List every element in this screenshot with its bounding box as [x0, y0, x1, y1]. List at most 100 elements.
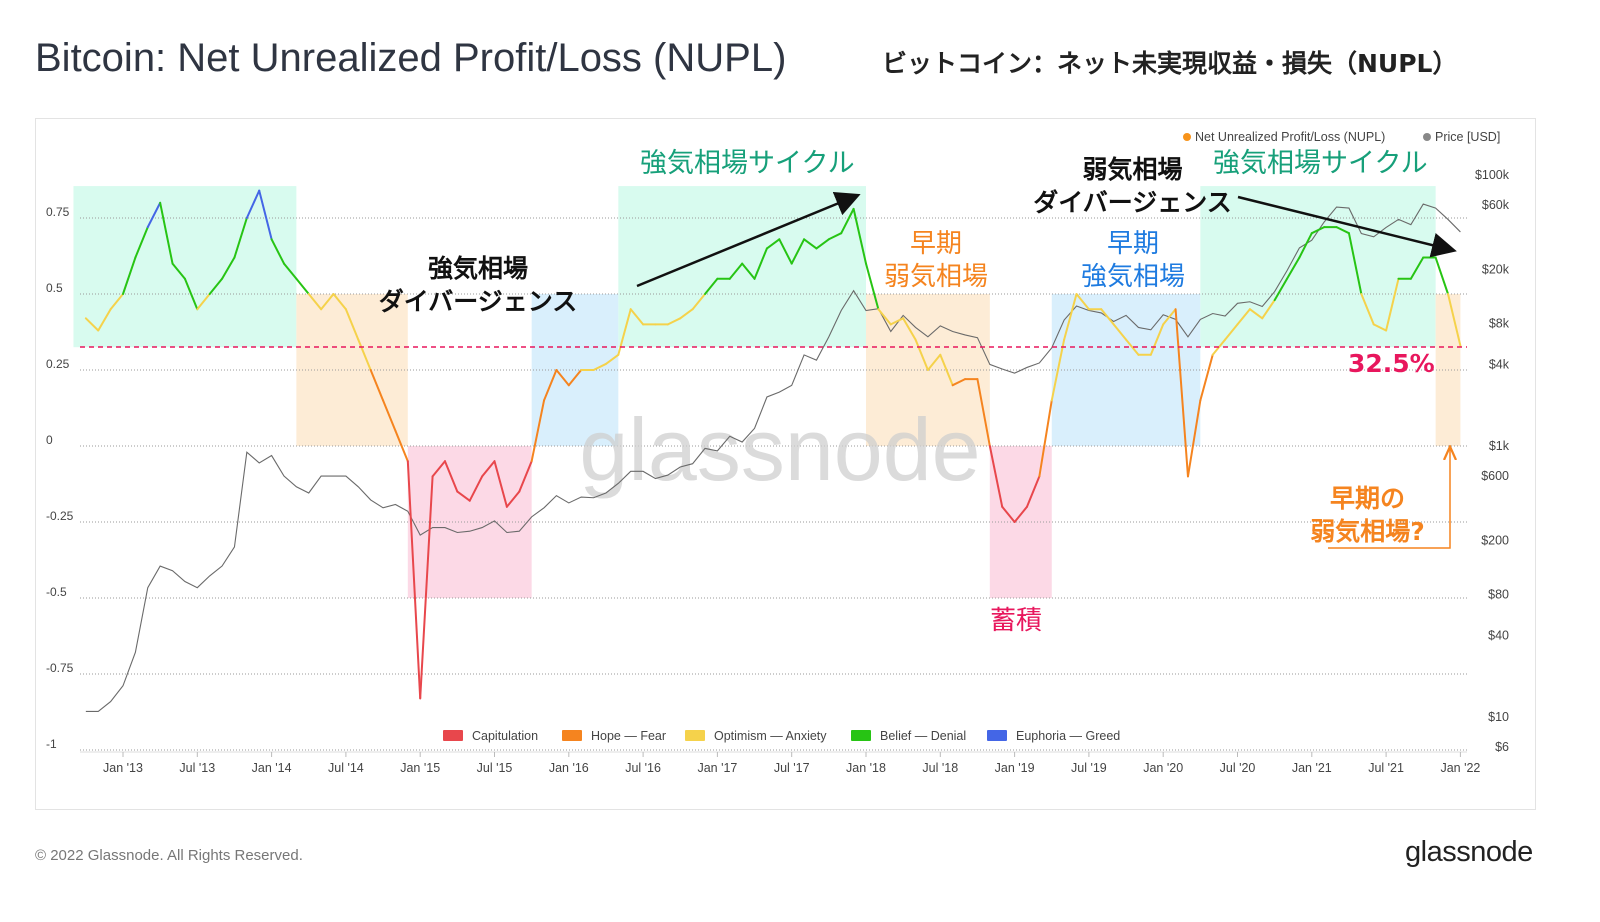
- nupl-segment: [939, 353, 954, 387]
- x-tick-label: Jul '19: [1071, 761, 1107, 775]
- nupl-segment: [307, 293, 323, 311]
- nupl-segment: [790, 238, 806, 265]
- nupl-segment: [1050, 338, 1066, 402]
- nupl-segment: [555, 369, 570, 387]
- watermark: glassnode: [579, 400, 980, 499]
- y-right-tick-label: $20k: [1482, 263, 1510, 277]
- nupl-segment: [753, 247, 768, 280]
- nupl-segment: [1310, 226, 1326, 235]
- nupl-segment: [493, 460, 508, 508]
- legend-swatch: [562, 730, 582, 741]
- nupl-segment: [914, 338, 929, 371]
- nupl-segment: [951, 378, 967, 387]
- y-right-tick-label: $600: [1481, 469, 1509, 483]
- nupl-segment: [394, 429, 409, 463]
- annotation-bull-divergence: 強気相場 ダイバージェンス: [368, 252, 588, 318]
- nupl-segment: [1273, 277, 1289, 302]
- nupl-segment: [666, 317, 682, 326]
- annotation-line: 早期: [909, 229, 962, 259]
- nupl-segment: [196, 293, 211, 311]
- nupl-segment: [419, 475, 434, 700]
- y-tick-label: 0.75: [46, 205, 70, 219]
- nupl-segment: [1025, 475, 1041, 508]
- nupl-segment: [592, 362, 607, 371]
- copyright: © 2022 Glassnode. All Rights Reserved.: [35, 847, 303, 864]
- nupl-segment: [877, 308, 892, 326]
- nupl-segment: [282, 262, 298, 280]
- nupl-segment: [1409, 256, 1425, 280]
- x-tick-label: Jan '22: [1440, 761, 1480, 775]
- nupl-segment: [1001, 505, 1016, 523]
- nupl-segment: [1063, 293, 1078, 341]
- legend-label: Belief — Denial: [880, 729, 966, 743]
- bear-divergence-arrow: [1237, 195, 1457, 258]
- y-tick-label: -1: [46, 737, 57, 751]
- annotation-accumulation: 蓄積: [990, 606, 1043, 636]
- nupl-segment: [728, 262, 744, 280]
- nupl-segment: [456, 490, 471, 502]
- x-tick-label: Jan '13: [103, 761, 143, 775]
- cycle-region: [531, 294, 619, 446]
- y-right-tick-label: $6: [1495, 740, 1509, 754]
- legend-top: Net Unrealized Profit/Loss (NUPL) Price […: [1183, 130, 1500, 144]
- nupl-segment: [604, 353, 620, 365]
- nupl-segment: [233, 217, 248, 259]
- nupl-segment: [1360, 293, 1375, 326]
- nupl-segment: [270, 238, 285, 265]
- nupl-segment: [1174, 308, 1189, 478]
- nupl-segment: [221, 256, 236, 280]
- legend-swatch: [685, 730, 705, 741]
- legend-label: Capitulation: [472, 729, 538, 743]
- y-axis-left: 0.75 0.5 0.25 0 -0.25 -0.5 -0.75 -1: [46, 205, 74, 751]
- cycle-region: [989, 446, 1052, 598]
- nupl-segment: [1385, 277, 1400, 332]
- nupl-segment: [443, 460, 459, 493]
- x-tick-label: Jul '17: [774, 761, 810, 775]
- nupl-segment: [171, 262, 186, 280]
- x-tick-label: Jul '14: [328, 761, 364, 775]
- nupl-segment: [431, 460, 446, 478]
- nupl-segment: [183, 277, 199, 311]
- nupl-segment: [827, 232, 843, 241]
- nupl-segment: [988, 445, 1004, 508]
- nupl-segment: [406, 460, 422, 700]
- x-tick-label: Jul '15: [477, 761, 513, 775]
- nupl-segment: [1286, 256, 1301, 280]
- nupl-segment: [481, 460, 496, 478]
- y-axis-right: $100k $60k $20k $8k $4k $1k $600 $200 $80 $40 $10 $…: [1475, 168, 1510, 754]
- annotation-bull-cycle-1: 強気相場サイクル: [640, 148, 855, 179]
- nupl-segment: [926, 353, 942, 371]
- nupl-segment: [344, 308, 360, 341]
- nupl-segment: [815, 238, 830, 250]
- nupl-segment: [1075, 293, 1090, 311]
- nupl-segment: [976, 378, 991, 447]
- nupl-segment: [778, 238, 793, 265]
- nupl-segment: [1013, 505, 1028, 523]
- legend-swatch: [851, 730, 871, 741]
- nupl-segment: [146, 201, 162, 229]
- nupl-segment: [1162, 308, 1177, 326]
- annotation-line: ダイバージェンス: [378, 287, 578, 316]
- y-right-tick-label: $10: [1488, 710, 1509, 724]
- nupl-segment: [382, 399, 397, 432]
- legend-label: Price [USD]: [1435, 130, 1500, 144]
- nupl-segment: [295, 277, 310, 295]
- annotation-line: 弱気相場: [883, 262, 988, 292]
- nupl-segment: [468, 475, 484, 502]
- x-tick-label: Jul '16: [625, 761, 661, 775]
- annotation-bull-cycle-2: 強気相場サイクル: [1213, 148, 1428, 179]
- nupl-segment: [765, 238, 781, 250]
- nupl-segment: [1248, 308, 1264, 320]
- threshold-label: 32.5%: [1348, 349, 1435, 378]
- x-tick-label: Jul '20: [1220, 761, 1256, 775]
- price-line: [85, 203, 1461, 712]
- nupl-segment: [1186, 399, 1202, 478]
- x-tick-label: Jan '21: [1292, 761, 1332, 775]
- nupl-segment: [1100, 308, 1115, 326]
- nupl-segment: [1335, 226, 1350, 235]
- y-tick-label: -0.25: [46, 509, 74, 523]
- nupl-segment: [1261, 299, 1276, 320]
- legend-marker: [1423, 133, 1431, 141]
- legend-swatch: [443, 730, 463, 741]
